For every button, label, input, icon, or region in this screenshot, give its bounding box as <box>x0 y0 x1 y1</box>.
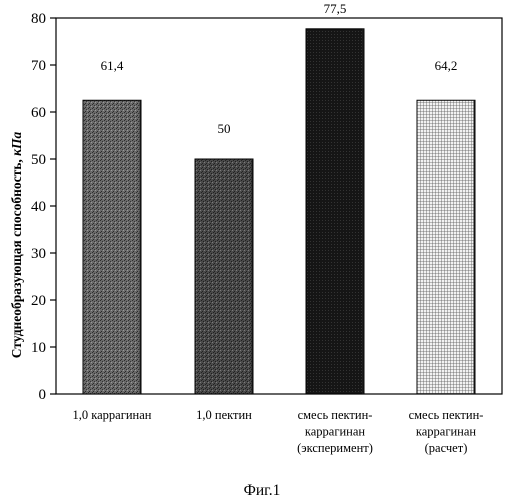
figure-caption: Фиг.1 <box>244 482 281 499</box>
data-label: 61,4 <box>101 58 124 73</box>
bar <box>194 158 254 395</box>
category-label: смесь пектин- <box>298 408 373 422</box>
category-label: 1,0 пектин <box>196 408 252 422</box>
y-axis-label-unit: кПа <box>9 132 24 156</box>
y-tick-label: 60 <box>31 105 46 121</box>
bars <box>82 28 476 395</box>
y-tick-label: 20 <box>31 293 46 309</box>
category-label: каррагинан <box>416 425 477 439</box>
y-axis: 0 10 20 30 40 50 60 70 80 <box>31 11 56 403</box>
bar <box>305 28 365 395</box>
y-axis-label-main: Студнеобразующая способность, <box>9 156 24 358</box>
y-tick-label: 70 <box>31 58 46 74</box>
y-axis-label: Студнеобразующая способность, кПа <box>9 132 24 359</box>
bar <box>82 99 142 395</box>
data-labels: 61,4 50 77,5 64,2 <box>101 1 458 136</box>
data-label: 64,2 <box>435 58 458 73</box>
category-label: (расчет) <box>425 441 468 455</box>
y-tick-label: 10 <box>31 340 46 356</box>
category-label: смесь пектин- <box>409 408 484 422</box>
category-label: (эксперимент) <box>297 441 373 455</box>
category-labels: 1,0 каррагинан 1,0 пектин смесь пектин-кар… <box>73 408 484 455</box>
data-label: 50 <box>218 121 231 136</box>
category-label: 1,0 каррагинан <box>73 408 152 422</box>
y-tick-label: 50 <box>31 152 46 168</box>
bar <box>416 99 476 395</box>
category-label: каррагинан <box>305 425 366 439</box>
y-tick-label: 0 <box>39 387 47 403</box>
y-tick-label: 80 <box>31 11 46 27</box>
y-tick-label: 40 <box>31 199 46 215</box>
y-tick-label: 30 <box>31 246 46 262</box>
data-label: 77,5 <box>324 1 347 16</box>
